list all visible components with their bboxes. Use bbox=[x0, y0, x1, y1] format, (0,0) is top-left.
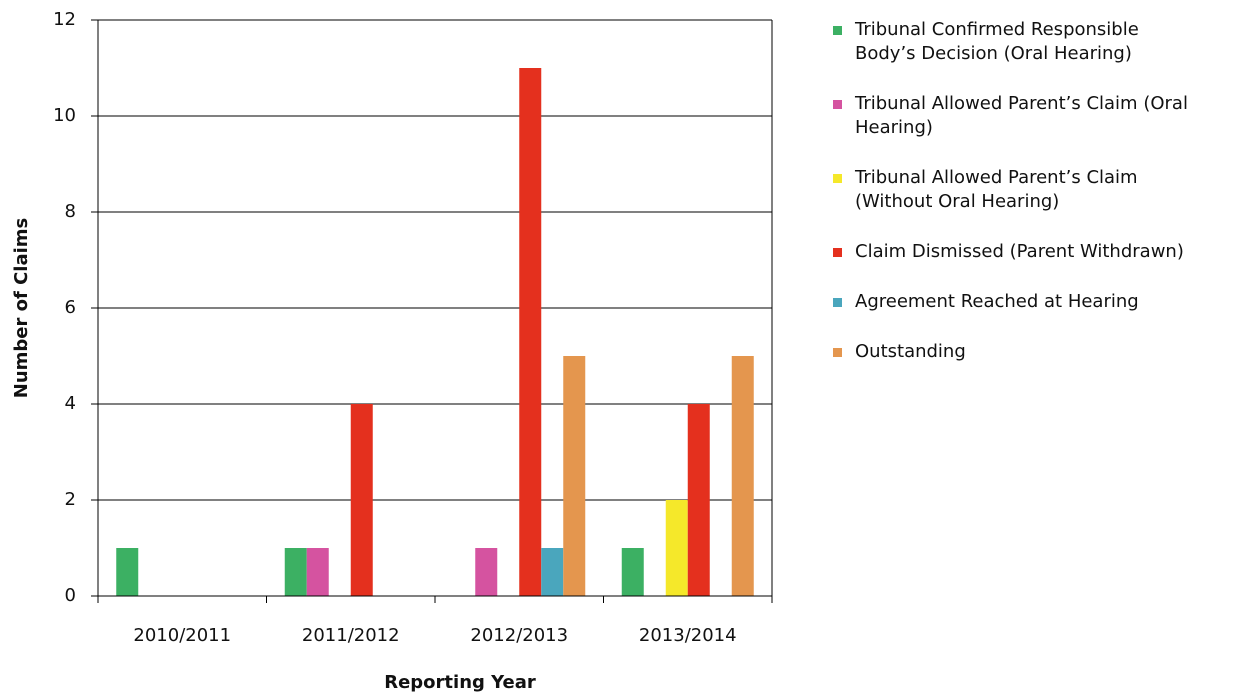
y-tick-label: 10 bbox=[53, 105, 76, 126]
legend-swatch bbox=[833, 26, 842, 35]
x-axis-title: Reporting Year bbox=[384, 672, 536, 693]
x-tick-label: 2012/2013 bbox=[470, 625, 568, 646]
bar bbox=[541, 548, 564, 596]
bar bbox=[116, 548, 139, 596]
legend-label: Agreement Reached at Hearing bbox=[855, 291, 1139, 312]
x-tick-label: 2010/2011 bbox=[133, 625, 231, 646]
bar bbox=[306, 548, 329, 596]
x-tick-label: 2013/2014 bbox=[639, 625, 737, 646]
legend-item: Claim Dismissed (Parent Withdrawn) bbox=[833, 240, 1190, 264]
legend-swatch bbox=[833, 348, 842, 357]
bar bbox=[731, 356, 754, 596]
legend: Tribunal Confirmed Responsible Body’s De… bbox=[833, 18, 1239, 390]
y-tick-label: 12 bbox=[53, 9, 76, 30]
bar bbox=[350, 404, 373, 596]
y-tick-label: 4 bbox=[65, 393, 76, 414]
legend-item: Agreement Reached at Hearing bbox=[833, 290, 1190, 314]
legend-label: Tribunal Allowed Parent’s Claim (Without… bbox=[855, 167, 1138, 212]
y-tick-label: 8 bbox=[65, 201, 76, 222]
bar bbox=[284, 548, 307, 596]
legend-label: Claim Dismissed (Parent Withdrawn) bbox=[855, 241, 1184, 262]
legend-item: Outstanding bbox=[833, 340, 1190, 364]
legend-item: Tribunal Allowed Parent’s Claim (Without… bbox=[833, 166, 1190, 214]
legend-label: Tribunal Allowed Parent’s Claim (Oral He… bbox=[855, 93, 1188, 138]
legend-swatch bbox=[833, 100, 842, 109]
legend-label: Tribunal Confirmed Responsible Body’s De… bbox=[855, 19, 1139, 64]
bar bbox=[621, 548, 644, 596]
legend-swatch bbox=[833, 298, 842, 307]
bar bbox=[519, 68, 542, 596]
x-tick-label: 2011/2012 bbox=[302, 625, 400, 646]
y-axis-title: Number of Claims bbox=[11, 218, 32, 399]
y-tick-label: 0 bbox=[65, 585, 76, 606]
y-tick-label: 6 bbox=[65, 297, 76, 318]
bar bbox=[475, 548, 498, 596]
legend-label: Outstanding bbox=[855, 341, 966, 362]
bar bbox=[687, 404, 710, 596]
legend-item: Tribunal Confirmed Responsible Body’s De… bbox=[833, 18, 1190, 66]
bar bbox=[563, 356, 586, 596]
legend-swatch bbox=[833, 248, 842, 257]
legend-item: Tribunal Allowed Parent’s Claim (Oral He… bbox=[833, 92, 1190, 140]
y-tick-label: 2 bbox=[65, 489, 76, 510]
legend-swatch bbox=[833, 174, 842, 183]
bar bbox=[665, 500, 688, 596]
